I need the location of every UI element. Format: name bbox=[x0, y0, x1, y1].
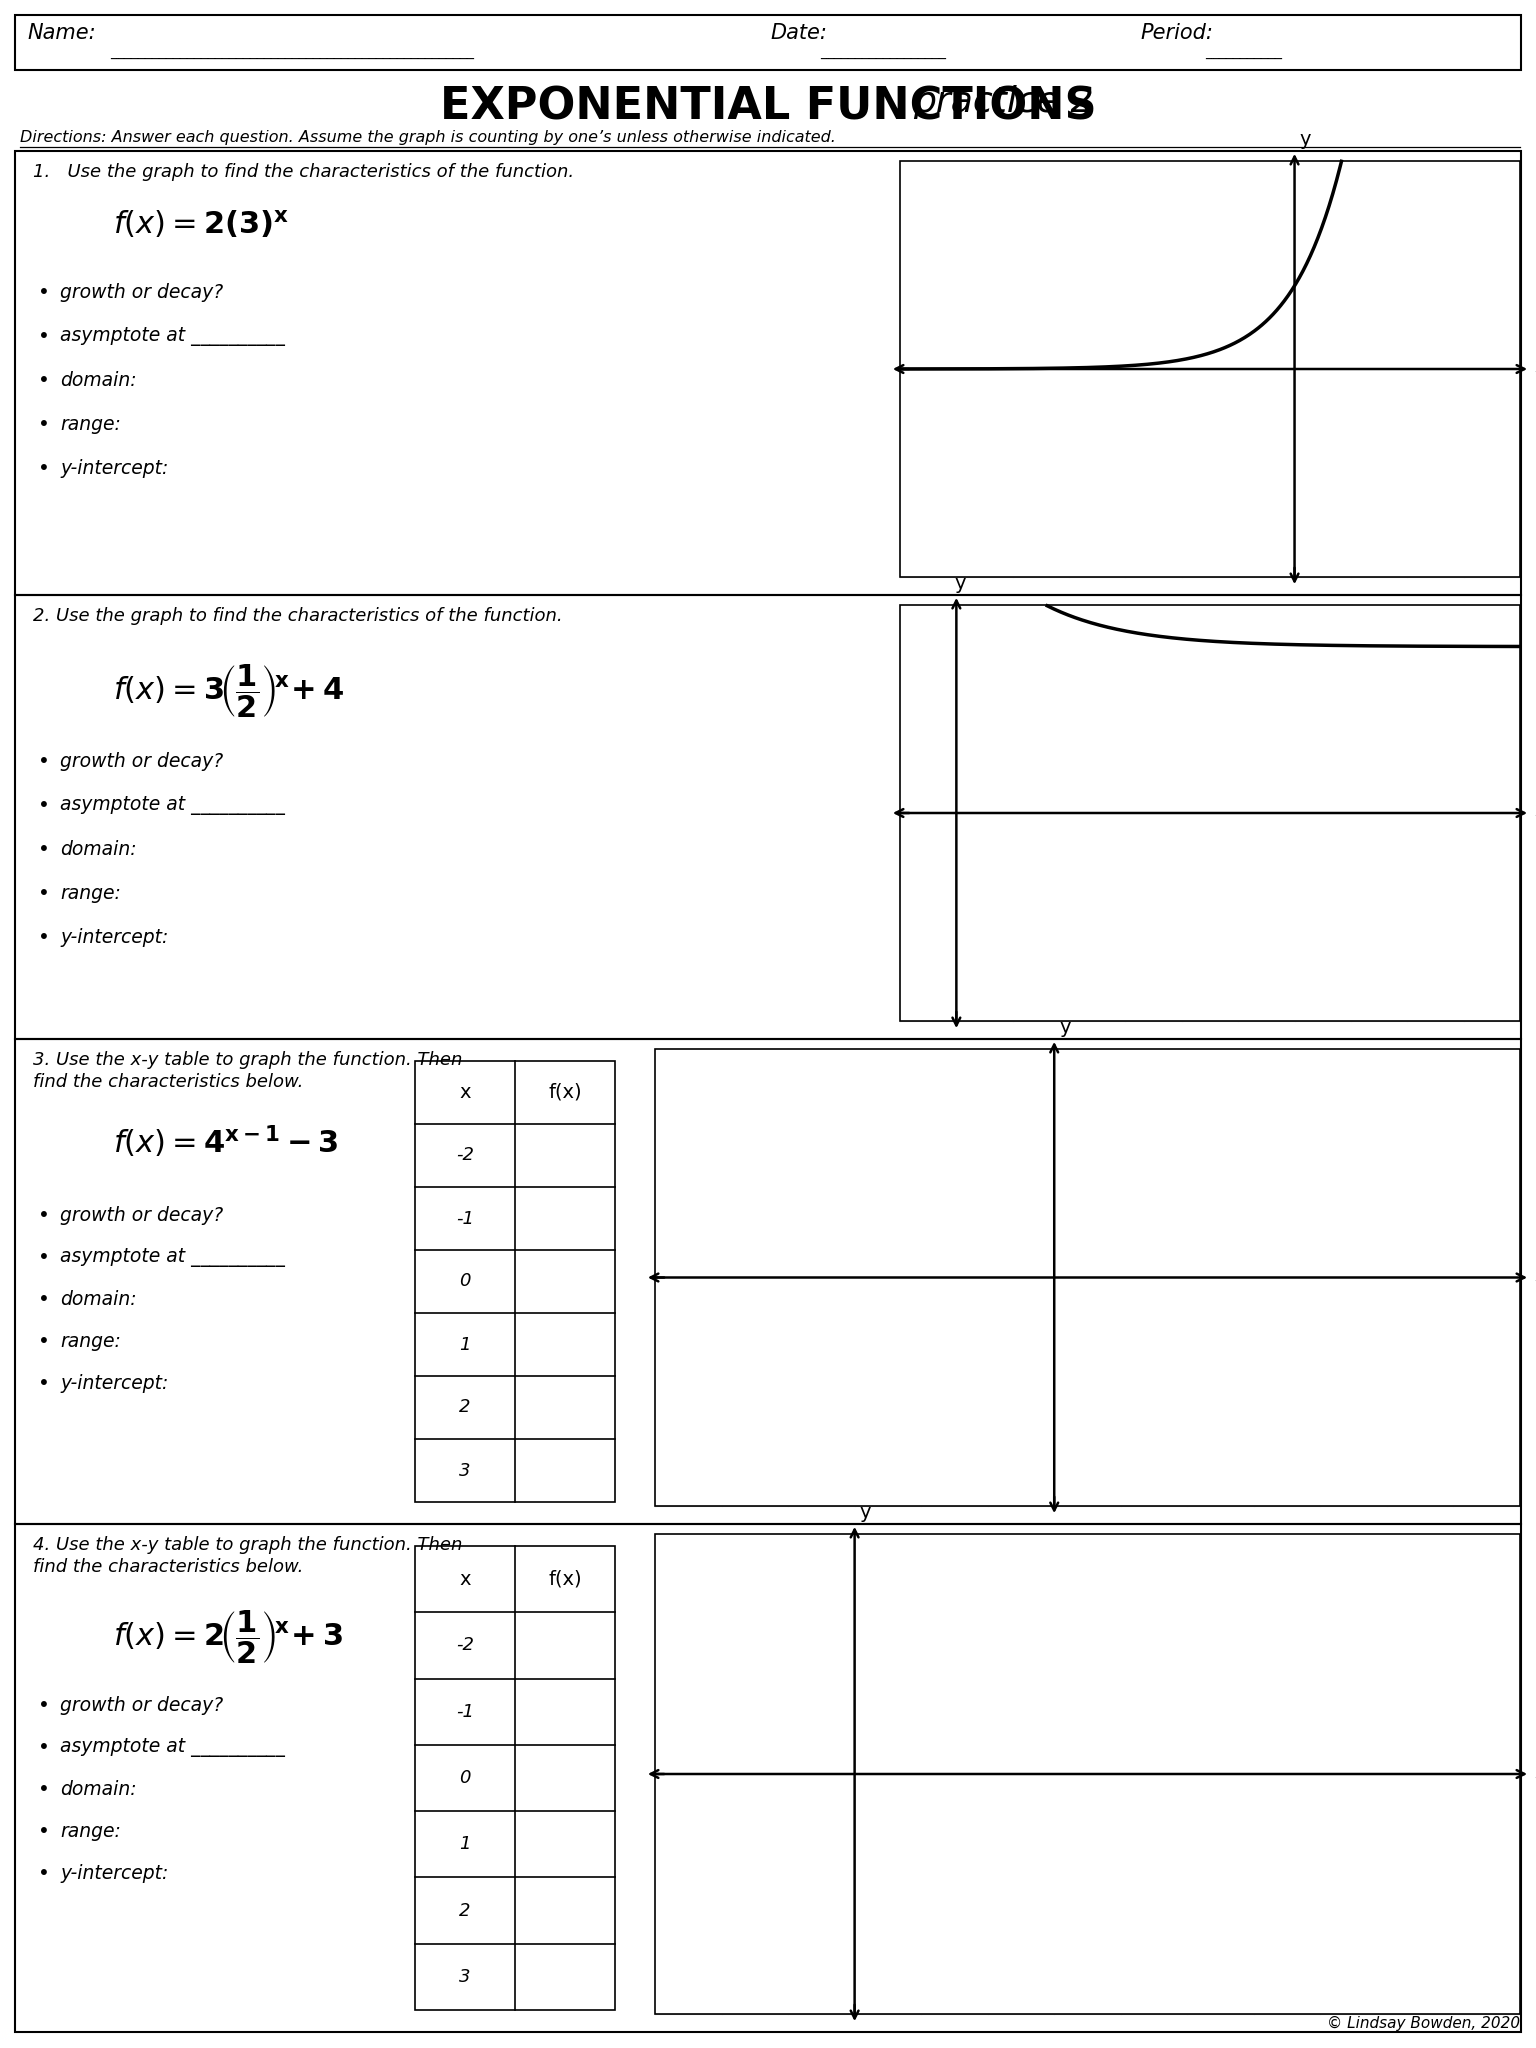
Text: growth or decay?: growth or decay? bbox=[60, 1206, 223, 1225]
Text: range:: range: bbox=[60, 885, 121, 903]
Text: 2: 2 bbox=[459, 1903, 470, 1919]
Text: f(x): f(x) bbox=[548, 1569, 582, 1589]
Text: •: • bbox=[38, 1247, 49, 1268]
Text: $f(x) = \mathbf{2\!\left(\dfrac{1}{2}\right)^{\!x}\! + 3}$: $f(x) = \mathbf{2\!\left(\dfrac{1}{2}\ri… bbox=[114, 1608, 343, 1665]
Text: •: • bbox=[38, 1696, 49, 1714]
Text: 3: 3 bbox=[459, 1462, 470, 1479]
Text: ___________: ___________ bbox=[1206, 45, 1283, 59]
Text: •: • bbox=[38, 1739, 49, 1757]
Text: © Lindsay Bowden, 2020: © Lindsay Bowden, 2020 bbox=[1327, 2015, 1521, 2032]
Bar bbox=[900, 604, 1521, 1022]
Text: $f(x) = \mathbf{3\!\left(\dfrac{1}{2}\right)^{\!x}\! + 4}$: $f(x) = \mathbf{3\!\left(\dfrac{1}{2}\ri… bbox=[114, 662, 344, 719]
Text: x: x bbox=[459, 1083, 470, 1102]
Text: practice 2: practice 2 bbox=[912, 86, 1094, 119]
Text: •: • bbox=[38, 840, 49, 858]
Text: growth or decay?: growth or decay? bbox=[60, 752, 223, 770]
Text: __________________: __________________ bbox=[820, 45, 946, 59]
Text: •: • bbox=[38, 1780, 49, 1798]
Text: y-intercept:: y-intercept: bbox=[60, 459, 169, 477]
Text: $f(x) = \mathbf{2(3)^{x}}$: $f(x) = \mathbf{2(3)^{x}}$ bbox=[114, 209, 289, 240]
Text: domain:: domain: bbox=[60, 1290, 137, 1309]
Text: -1: -1 bbox=[456, 1702, 475, 1720]
Text: y-intercept:: y-intercept: bbox=[60, 1864, 169, 1882]
Text: 4. Use the x-y table to graph the function. Then: 4. Use the x-y table to graph the functi… bbox=[32, 1536, 462, 1554]
Text: y-intercept:: y-intercept: bbox=[60, 1374, 169, 1393]
Bar bbox=[15, 14, 1521, 70]
Text: find the characteristics below.: find the characteristics below. bbox=[32, 1559, 304, 1577]
Bar bbox=[654, 1534, 1521, 2013]
Text: •: • bbox=[38, 416, 49, 434]
Text: y-intercept:: y-intercept: bbox=[60, 928, 169, 946]
Text: x: x bbox=[1534, 358, 1536, 377]
Text: EXPONENTIAL FUNCTIONS: EXPONENTIAL FUNCTIONS bbox=[439, 86, 1097, 127]
Bar bbox=[15, 1038, 1521, 1524]
Text: 1.   Use the graph to find the characteristics of the function.: 1. Use the graph to find the characteris… bbox=[32, 164, 574, 180]
Text: •: • bbox=[38, 1290, 49, 1309]
Text: domain:: domain: bbox=[60, 371, 137, 389]
Text: domain:: domain: bbox=[60, 1780, 137, 1798]
Text: range:: range: bbox=[60, 1823, 121, 1841]
Text: 1: 1 bbox=[459, 1335, 470, 1354]
Text: y: y bbox=[1299, 129, 1312, 150]
Text: •: • bbox=[38, 1823, 49, 1841]
Text: range:: range: bbox=[60, 416, 121, 434]
Text: asymptote at __________: asymptote at __________ bbox=[60, 1247, 284, 1268]
Text: -1: -1 bbox=[456, 1210, 475, 1227]
Text: find the characteristics below.: find the characteristics below. bbox=[32, 1073, 304, 1092]
Text: -2: -2 bbox=[456, 1636, 475, 1655]
Text: •: • bbox=[38, 283, 49, 301]
Text: •: • bbox=[38, 1206, 49, 1225]
Bar bbox=[15, 152, 1521, 596]
Text: growth or decay?: growth or decay? bbox=[60, 1696, 223, 1714]
Text: •: • bbox=[38, 752, 49, 770]
Text: •: • bbox=[38, 371, 49, 389]
Text: ____________________________________________________: ________________________________________… bbox=[111, 45, 475, 59]
Text: 0: 0 bbox=[459, 1272, 470, 1290]
Text: growth or decay?: growth or decay? bbox=[60, 283, 223, 301]
Text: 2: 2 bbox=[459, 1399, 470, 1417]
Text: Name:: Name: bbox=[28, 23, 95, 43]
Bar bbox=[415, 1061, 614, 1501]
Bar bbox=[15, 1524, 1521, 2032]
Bar bbox=[654, 1049, 1521, 1505]
Text: domain:: domain: bbox=[60, 840, 137, 858]
Text: x: x bbox=[1534, 1266, 1536, 1284]
Text: y: y bbox=[954, 573, 966, 594]
Bar bbox=[900, 162, 1521, 578]
Text: y: y bbox=[860, 1503, 871, 1522]
Text: asymptote at __________: asymptote at __________ bbox=[60, 1739, 284, 1757]
Text: •: • bbox=[38, 459, 49, 477]
Text: asymptote at __________: asymptote at __________ bbox=[60, 797, 284, 815]
Text: x: x bbox=[1534, 801, 1536, 821]
Text: •: • bbox=[38, 1864, 49, 1882]
Text: y: y bbox=[1060, 1018, 1071, 1036]
Bar bbox=[15, 596, 1521, 1038]
Bar bbox=[415, 1546, 614, 2009]
Text: asymptote at __________: asymptote at __________ bbox=[60, 328, 284, 346]
Text: 1: 1 bbox=[459, 1835, 470, 1853]
Text: $f(x) = \mathbf{4^{x-1} - 3}$: $f(x) = \mathbf{4^{x-1} - 3}$ bbox=[114, 1122, 338, 1159]
Text: •: • bbox=[38, 797, 49, 815]
Text: •: • bbox=[38, 1374, 49, 1393]
Text: Date:: Date: bbox=[770, 23, 826, 43]
Text: •: • bbox=[38, 885, 49, 903]
Text: x: x bbox=[1534, 1763, 1536, 1782]
Text: 2. Use the graph to find the characteristics of the function.: 2. Use the graph to find the characteris… bbox=[32, 606, 562, 625]
Text: •: • bbox=[38, 1331, 49, 1352]
Text: range:: range: bbox=[60, 1331, 121, 1352]
Text: -2: -2 bbox=[456, 1147, 475, 1165]
Text: 0: 0 bbox=[459, 1769, 470, 1788]
Text: x: x bbox=[459, 1569, 470, 1589]
Text: Period:: Period: bbox=[1140, 23, 1213, 43]
Text: •: • bbox=[38, 928, 49, 946]
Text: •: • bbox=[38, 328, 49, 346]
Text: 3: 3 bbox=[459, 1968, 470, 1987]
Text: Directions: Answer each question. Assume the graph is counting by one’s unless o: Directions: Answer each question. Assume… bbox=[20, 129, 836, 145]
Text: 3. Use the x-y table to graph the function. Then: 3. Use the x-y table to graph the functi… bbox=[32, 1051, 462, 1069]
Text: f(x): f(x) bbox=[548, 1083, 582, 1102]
